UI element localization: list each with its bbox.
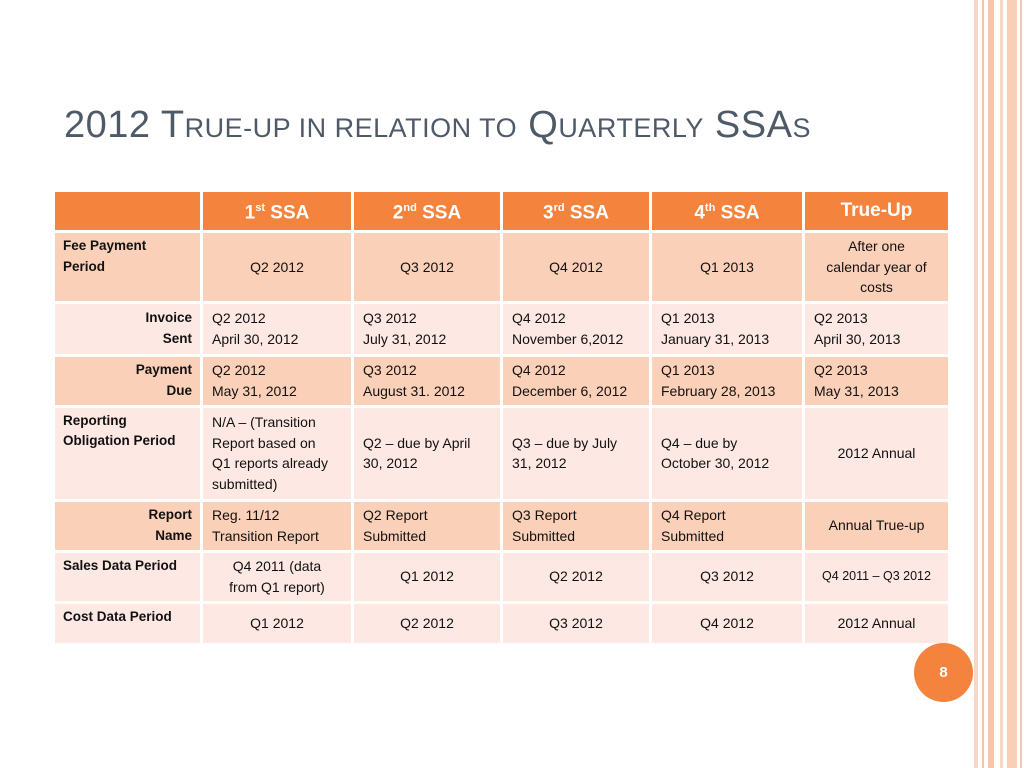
table-cell: N/A – (Transition Report based on Q1 rep…	[200, 404, 354, 502]
table-cell: Q4 2011 (data from Q1 report)	[200, 549, 354, 604]
table-cell: Q3 Report Submitted	[500, 498, 652, 553]
table-cell: Q3 2012 August 31. 2012	[351, 353, 503, 408]
stripe	[1020, 0, 1022, 768]
table-cell: Q2 2012 May 31, 2012	[200, 353, 354, 408]
row-invoice-sent: Invoice Sent Q2 2012 April 30, 2012 Q3 20…	[52, 300, 951, 357]
table-cell: Q1 2013 January 31, 2013	[649, 300, 805, 357]
table-cell: Q4 Report Submitted	[649, 498, 805, 553]
row-sales-data-period: Sales Data Period Q4 2011 (data from Q1 r…	[52, 549, 951, 604]
table-cell: Q2 2012	[351, 600, 503, 646]
title-lead: 2012 T	[64, 104, 185, 146]
decorative-stripes	[974, 0, 1024, 768]
stripe	[1000, 0, 1003, 768]
table-cell: Q2 2013 May 31, 2013	[802, 353, 951, 408]
row-reporting-obligation-period: Reporting Obligation Period N/A – (Trans…	[52, 404, 951, 502]
table-cell: Reg. 11/12 Transition Report	[200, 498, 354, 553]
header-ssa-1: 1st SSA	[200, 189, 354, 233]
table-cell: After one calendar year of costs	[802, 230, 951, 304]
title-smallcaps-1: rue-up in relation to	[184, 113, 518, 143]
table-cell: Q4 – due by October 30, 2012	[649, 404, 805, 502]
row-fee-payment-period: Fee Payment Period Q2 2012 Q3 2012 Q4 20…	[52, 230, 951, 304]
row-payment-due: Payment Due Q2 2012 May 31, 2012 Q3 2012 A…	[52, 353, 951, 408]
stripe	[1007, 0, 1017, 768]
row-label: Payment Due	[52, 353, 203, 408]
stripe	[974, 0, 978, 768]
row-label: Reporting Obligation Period	[52, 404, 203, 502]
table-cell: Q3 2012 July 31, 2012	[351, 300, 503, 357]
table-cell: Q2 2012	[200, 230, 354, 304]
ssa-schedule-table: 1st SSA 2nd SSA 3rd SSA 4th SSA True-Up …	[52, 189, 951, 646]
table-cell: Q2 2012	[500, 549, 652, 604]
row-label: Report Name	[52, 498, 203, 553]
row-label: Invoice Sent	[52, 300, 203, 357]
title-smallcaps-3: s	[792, 113, 811, 143]
stripe	[982, 0, 984, 768]
table-cell: Q4 2012 December 6, 2012	[500, 353, 652, 408]
table-cell: Q2 Report Submitted	[351, 498, 503, 553]
table-cell: Q3 2012	[500, 600, 652, 646]
header-ssa-3: 3rd SSA	[500, 189, 652, 233]
table-cell: 2012 Annual	[802, 404, 951, 502]
table-cell: Q3 2012	[649, 549, 805, 604]
table-cell: Q3 2012	[351, 230, 503, 304]
title-tail: SSA	[703, 104, 793, 146]
slide-title: 2012 True-up in relation to Quarterly SS…	[64, 104, 811, 147]
row-label: Cost Data Period	[52, 600, 203, 646]
stripe	[988, 0, 994, 768]
table-cell: Annual True-up	[802, 498, 951, 553]
row-label: Fee Payment Period	[52, 230, 203, 304]
table-cell: Q2 2013 April 30, 2013	[802, 300, 951, 357]
page-number: 8	[914, 643, 973, 702]
table-cell: Q1 2013	[649, 230, 805, 304]
table-cell: Q1 2013 February 28, 2013	[649, 353, 805, 408]
table-cell: 2012 Annual	[802, 600, 951, 646]
header-ssa-2: 2nd SSA	[351, 189, 503, 233]
row-label: Sales Data Period	[52, 549, 203, 604]
row-cost-data-period: Cost Data Period Q1 2012 Q2 2012 Q3 2012…	[52, 600, 951, 646]
table-cell: Q2 2012 April 30, 2012	[200, 300, 354, 357]
table-cell: Q3 – due by July 31, 2012	[500, 404, 652, 502]
title-smallcaps-2: uarterly	[558, 113, 704, 143]
header-row: 1st SSA 2nd SSA 3rd SSA 4th SSA True-Up	[52, 189, 951, 233]
table-cell: Q1 2012	[200, 600, 354, 646]
table-cell: Q4 2012 November 6,2012	[500, 300, 652, 357]
row-report-name: Report Name Reg. 11/12 Transition Report …	[52, 498, 951, 553]
table-cell: Q2 – due by April 30, 2012	[351, 404, 503, 502]
table-cell: Q4 2012	[500, 230, 652, 304]
table-cell: Q1 2012	[351, 549, 503, 604]
table-cell: Q4 2011 – Q3 2012	[802, 549, 951, 604]
header-ssa-4: 4th SSA	[649, 189, 805, 233]
table-cell: Q4 2012	[649, 600, 805, 646]
header-true-up: True-Up	[802, 189, 951, 233]
title-mid: Q	[517, 104, 559, 146]
header-corner	[52, 189, 203, 233]
